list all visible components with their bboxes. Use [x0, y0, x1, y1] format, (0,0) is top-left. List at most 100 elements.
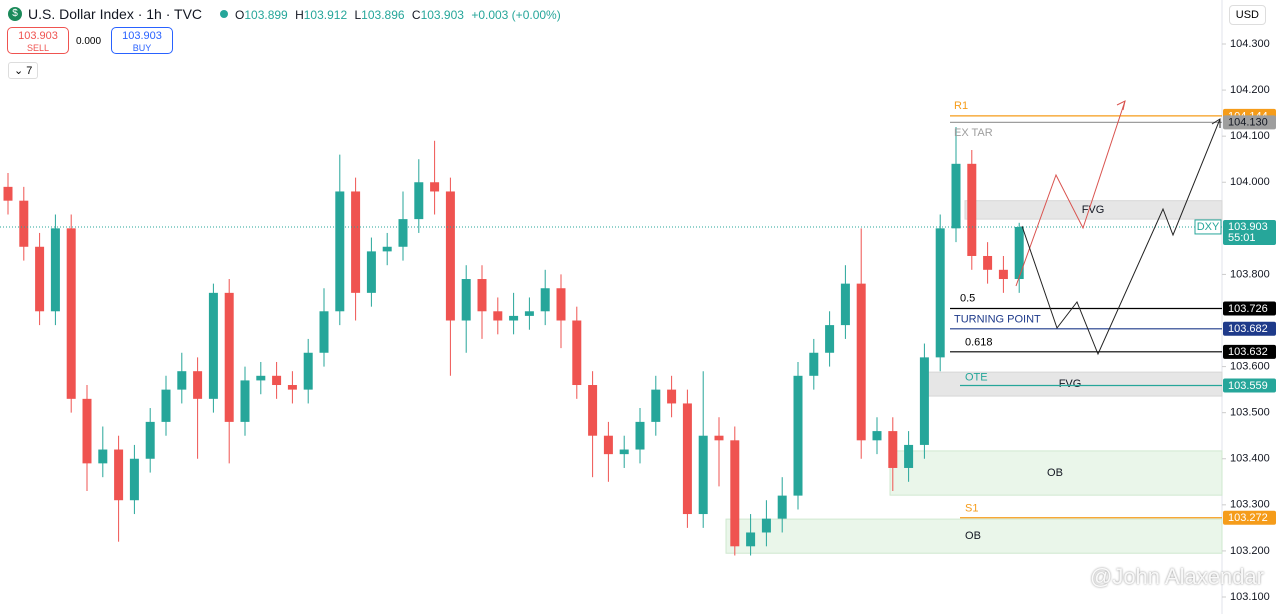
- candle-body: [177, 371, 187, 390]
- candle-body: [335, 191, 345, 312]
- candle-body: [935, 228, 945, 358]
- price-badge: [1223, 510, 1276, 525]
- candle-body: [430, 182, 440, 192]
- price-badge-label: 103.726: [1228, 303, 1268, 315]
- candle-body: [82, 398, 92, 464]
- candle-body: [398, 219, 408, 247]
- candle-body: [919, 357, 929, 445]
- price-badge-label: 103.632: [1228, 346, 1268, 358]
- price-badge: [1223, 344, 1276, 359]
- ohlc-key: L: [354, 8, 362, 22]
- candle-body: [351, 191, 361, 293]
- level-label: R1: [954, 100, 968, 112]
- ohlc-value: 103.899: [244, 8, 288, 22]
- price-badge-label: 103.903: [1228, 221, 1268, 233]
- candle-body: [714, 435, 724, 441]
- sell-label: SELL: [26, 43, 50, 53]
- candle-body: [161, 389, 171, 422]
- candle-body: [572, 320, 582, 386]
- candle-body: [635, 421, 645, 450]
- candle-body: [840, 283, 850, 326]
- candle-body: [682, 403, 692, 515]
- y-tick-label: 103.100: [1230, 591, 1270, 603]
- price-badge-label: 103.272: [1228, 512, 1268, 524]
- buy-button[interactable]: 103.903 BUY: [111, 27, 173, 54]
- candle-body: [445, 191, 455, 321]
- ohlc-key: O: [235, 8, 245, 22]
- candle-body: [588, 385, 598, 436]
- ohlc-value: 103.903: [420, 8, 464, 22]
- price-badge: [1223, 321, 1276, 336]
- indicator-count: 7: [26, 65, 33, 77]
- candle-body: [145, 421, 155, 459]
- candle-body: [746, 532, 756, 547]
- zone: [725, 518, 1223, 554]
- y-tick-label: 103.500: [1230, 407, 1270, 419]
- countdown: 55:01: [1228, 232, 1256, 244]
- y-tick-label: 104.200: [1230, 84, 1270, 96]
- candle-body: [856, 283, 866, 441]
- level-label: EX TAR: [954, 127, 993, 139]
- symbol-title: U.S. Dollar Index · 1h · TVC: [28, 6, 203, 22]
- y-tick-label: 103.200: [1230, 545, 1270, 557]
- watermark: @John Alaxendar: [1089, 564, 1264, 589]
- candle-body: [825, 325, 835, 353]
- zone: [889, 450, 1223, 496]
- candle-body: [983, 255, 993, 270]
- currency-button[interactable]: USD: [1228, 5, 1266, 25]
- candle-body: [619, 449, 629, 455]
- projection-path: [1021, 118, 1221, 356]
- sell-price: 103.903: [18, 30, 58, 42]
- y-tick-label: 103.800: [1230, 268, 1270, 280]
- zone-label: OB: [1047, 467, 1063, 479]
- candle-body: [114, 449, 124, 501]
- buy-label: BUY: [132, 43, 152, 53]
- candle-body: [256, 375, 266, 381]
- candle-body: [698, 435, 708, 515]
- ohlc-value: 103.912: [303, 8, 348, 22]
- candle-body: [319, 311, 329, 353]
- candle-body: [366, 251, 376, 293]
- candle-body: [66, 228, 76, 399]
- symbol-badge: [1194, 219, 1222, 235]
- candle-body: [777, 495, 787, 519]
- y-tick-label: 104.000: [1230, 176, 1270, 188]
- level-label: TURNING POINT: [954, 314, 1041, 326]
- candle-body: [208, 292, 218, 399]
- price-badge: [1223, 378, 1276, 393]
- candle-body: [493, 311, 503, 321]
- candle-body: [651, 389, 661, 422]
- ohlc-key: C: [411, 8, 421, 22]
- ohlc-change: +0.003 (+0.00%): [471, 8, 561, 22]
- zone: [964, 200, 1223, 220]
- buy-price: 103.903: [122, 30, 162, 42]
- sell-button[interactable]: 103.903 SELL: [7, 27, 69, 54]
- candle-body: [904, 444, 914, 468]
- candle-body: [1014, 226, 1024, 280]
- candle-body: [19, 200, 29, 247]
- candle-body: [888, 431, 898, 468]
- candle-body: [556, 288, 566, 321]
- zone-label: FVG: [1082, 204, 1105, 216]
- y-tick-label: 103.400: [1230, 453, 1270, 465]
- zone-label: OB: [965, 530, 981, 542]
- candle-body: [872, 431, 882, 441]
- candle-body: [240, 380, 250, 422]
- ohlc-value: 103.896: [361, 8, 405, 22]
- symbol-badge-label: DXY: [1197, 221, 1220, 233]
- candle-body: [272, 375, 282, 386]
- candle-body: [998, 269, 1008, 280]
- indicator-toggle[interactable]: ⌄ 7: [8, 62, 39, 79]
- candle-body: [382, 246, 392, 252]
- candle-body: [224, 292, 234, 422]
- symbol-header: $ U.S. Dollar Index · 1h · TVC: [8, 6, 229, 22]
- candle-body: [951, 163, 961, 229]
- level-label: 0.618: [965, 337, 993, 349]
- candle-body: [129, 458, 139, 501]
- candle-body: [603, 435, 613, 455]
- candle-body: [414, 182, 424, 220]
- level-label: OTE: [965, 371, 988, 383]
- candle-body: [540, 288, 550, 312]
